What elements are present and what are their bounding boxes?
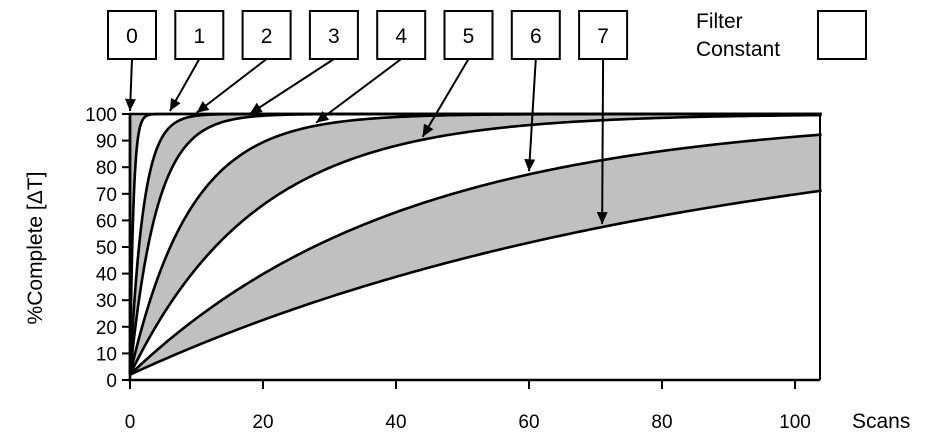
curve-fill-bands — [130, 114, 822, 380]
y-axis-label: %Complete [ΔT] — [24, 172, 47, 325]
x-axis-ticks: 0 20 40 60 80 100 — [125, 380, 811, 433]
arrowhead-4 — [316, 111, 330, 123]
band-fill-3 — [130, 114, 822, 375]
x-tick-label: 0 — [125, 412, 136, 433]
arrow-5 — [421, 58, 470, 138]
arrow-4 — [315, 58, 402, 124]
x-axis-label: Scans — [852, 410, 910, 433]
filter-box-label: 7 — [597, 25, 609, 48]
filter-box-label: 4 — [395, 25, 407, 48]
filter-box-6 — [510, 10, 561, 60]
arrow-7 — [601, 58, 605, 225]
arrowhead-2 — [196, 101, 210, 113]
filter-box-label: 2 — [261, 25, 273, 48]
legend-label-line2: Constant — [696, 38, 780, 61]
y-tick-label: 0 — [106, 371, 117, 392]
y-tick-label: 90 — [96, 132, 117, 153]
arrowhead-1 — [169, 97, 181, 112]
curve-line-7 — [129, 189, 822, 376]
curve-line-6 — [129, 133, 822, 376]
x-tick-label: 60 — [518, 412, 539, 433]
filter-box-label: 5 — [463, 25, 475, 48]
x-tick-label: 80 — [651, 412, 672, 433]
arrowhead-0 — [124, 98, 136, 111]
arrowhead-6 — [524, 159, 536, 172]
filter-constant-boxes: 0 1 2 3 4 5 6 7 — [107, 10, 629, 60]
y-tick-label: 80 — [96, 158, 117, 179]
y-tick-label: 30 — [96, 291, 117, 312]
band-fill-5 — [130, 115, 822, 375]
arrowhead-5 — [422, 123, 434, 137]
x-tick-label: 100 — [779, 412, 811, 433]
arrow-3 — [249, 58, 335, 115]
filter-box-label: 1 — [193, 25, 205, 48]
y-axis-ticks: 0 10 20 30 40 50 60 70 80 90 100 — [85, 105, 130, 392]
legend-label-line1: Filter — [696, 10, 743, 33]
curve-line-5 — [128, 113, 822, 376]
filter-box-7 — [578, 10, 629, 60]
x-tick-label: 40 — [385, 412, 406, 433]
arrowhead-3 — [249, 102, 263, 114]
filter-box-label: 0 — [126, 25, 138, 48]
band-fill-7 — [130, 190, 822, 380]
x-tick-label: 20 — [252, 412, 273, 433]
legend-swatch-box — [817, 10, 867, 60]
filter-constant-arrows — [124, 58, 608, 225]
y-tick-label: 70 — [96, 185, 117, 206]
arrow-2 — [195, 58, 268, 114]
y-tick-label: 60 — [96, 211, 117, 232]
y-tick-label: 10 — [96, 344, 117, 365]
y-tick-label: 100 — [85, 105, 117, 126]
arrow-6 — [528, 58, 537, 172]
y-tick-label: 40 — [96, 265, 117, 286]
y-tick-label: 50 — [96, 238, 117, 259]
filter-box-label: 3 — [328, 25, 340, 48]
arrowhead-7 — [596, 212, 608, 225]
filter-box-label: 6 — [530, 25, 542, 48]
y-tick-label: 20 — [96, 318, 117, 339]
